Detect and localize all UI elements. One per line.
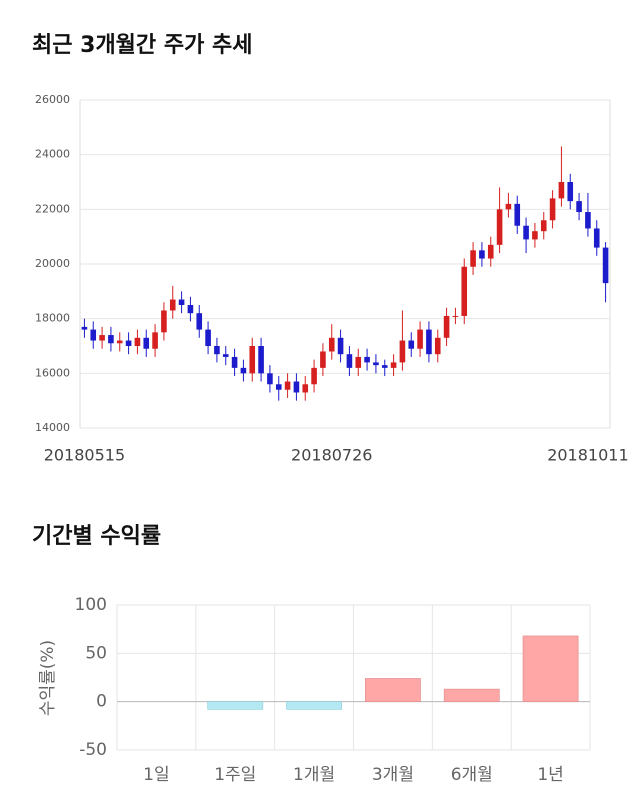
candle-body xyxy=(470,250,476,267)
candle-body xyxy=(461,266,468,316)
candle-body xyxy=(222,354,229,357)
x-tick-label: 3개월 xyxy=(372,765,414,785)
candle-body xyxy=(249,346,256,374)
candle-body xyxy=(169,299,176,311)
y-tick-label: 50 xyxy=(85,643,107,663)
candle-body xyxy=(302,384,309,393)
bar xyxy=(207,701,264,710)
x-tick-label: 1일 xyxy=(143,765,169,785)
candle-body xyxy=(567,182,574,202)
candle-body xyxy=(311,367,317,385)
candle-body xyxy=(320,351,326,368)
candle-body xyxy=(532,231,538,240)
candle-body xyxy=(487,244,494,259)
candle-body xyxy=(505,203,512,210)
bar xyxy=(365,678,421,702)
bar xyxy=(286,701,342,710)
chart-title: 최근 3개월간 주가 추세 xyxy=(32,33,252,58)
candle-body xyxy=(143,337,150,349)
y-tick-label: 22000 xyxy=(35,202,70,215)
chart-title: 기간별 수익률 xyxy=(32,524,161,549)
candle-body xyxy=(373,362,379,366)
y-tick-label: 100 xyxy=(75,595,107,615)
candle-body xyxy=(187,305,194,314)
bar xyxy=(443,688,500,702)
candle-body xyxy=(293,381,300,393)
candle-body xyxy=(364,356,370,363)
candle-body xyxy=(258,346,264,374)
candle-body xyxy=(205,329,211,346)
candle-body xyxy=(178,299,185,305)
x-tick-label: 1개월 xyxy=(293,765,335,785)
y-tick-label: 26000 xyxy=(35,93,70,106)
candle-body xyxy=(337,337,344,355)
y-tick-label: 16000 xyxy=(35,366,70,379)
candle-body xyxy=(381,365,388,368)
candle-body xyxy=(558,182,565,199)
candle-body xyxy=(284,381,291,390)
candle-body xyxy=(443,315,450,338)
candle-body xyxy=(116,340,123,344)
candle-body xyxy=(496,209,503,245)
candle-body xyxy=(161,310,167,333)
candle-body xyxy=(196,313,203,330)
x-tick-label: 20180726 xyxy=(291,446,372,465)
y-tick-label: 18000 xyxy=(35,312,70,325)
candle-body xyxy=(346,354,353,368)
candle-body xyxy=(602,247,609,284)
candle-body xyxy=(523,225,529,240)
candle-body xyxy=(240,367,247,374)
candle-body xyxy=(479,250,485,259)
candle-body xyxy=(152,332,158,349)
candle-body xyxy=(328,337,335,352)
candle-body xyxy=(452,315,459,317)
candle-body xyxy=(90,329,97,341)
candle-body xyxy=(99,335,105,341)
candle-body xyxy=(514,203,521,226)
candle-body xyxy=(275,384,282,390)
candle-body xyxy=(426,329,432,355)
y-tick-label: 24000 xyxy=(35,148,70,161)
candle-body xyxy=(267,373,273,385)
x-tick-label: 20180515 xyxy=(44,446,125,465)
candle-body xyxy=(134,337,141,346)
y-axis-label: 수익률(%) xyxy=(38,640,58,716)
candle-body xyxy=(399,340,406,363)
candle-body xyxy=(576,201,582,213)
candle-body xyxy=(585,212,591,229)
candle-body xyxy=(549,198,556,221)
candle-body xyxy=(108,335,114,344)
candle-body xyxy=(390,362,397,368)
bar xyxy=(522,635,579,702)
candle-body xyxy=(231,356,238,368)
y-tick-label: 20000 xyxy=(35,257,70,270)
y-tick-label: -50 xyxy=(79,740,107,760)
candle-body xyxy=(214,346,220,355)
candle-body xyxy=(540,220,547,232)
x-tick-label: 6개월 xyxy=(451,765,493,785)
candle-body xyxy=(593,228,600,248)
candle-body xyxy=(434,337,441,355)
x-tick-label: 20181011 xyxy=(547,446,628,465)
candle-body xyxy=(81,326,88,330)
y-tick-label: 0 xyxy=(96,692,107,712)
candle-body xyxy=(125,340,132,346)
candle-body xyxy=(408,340,415,349)
x-tick-label: 1년 xyxy=(537,765,563,785)
x-tick-label: 1주일 xyxy=(214,765,256,785)
candle-body xyxy=(417,329,423,349)
y-tick-label: 14000 xyxy=(35,421,70,434)
candle-body xyxy=(355,356,362,368)
